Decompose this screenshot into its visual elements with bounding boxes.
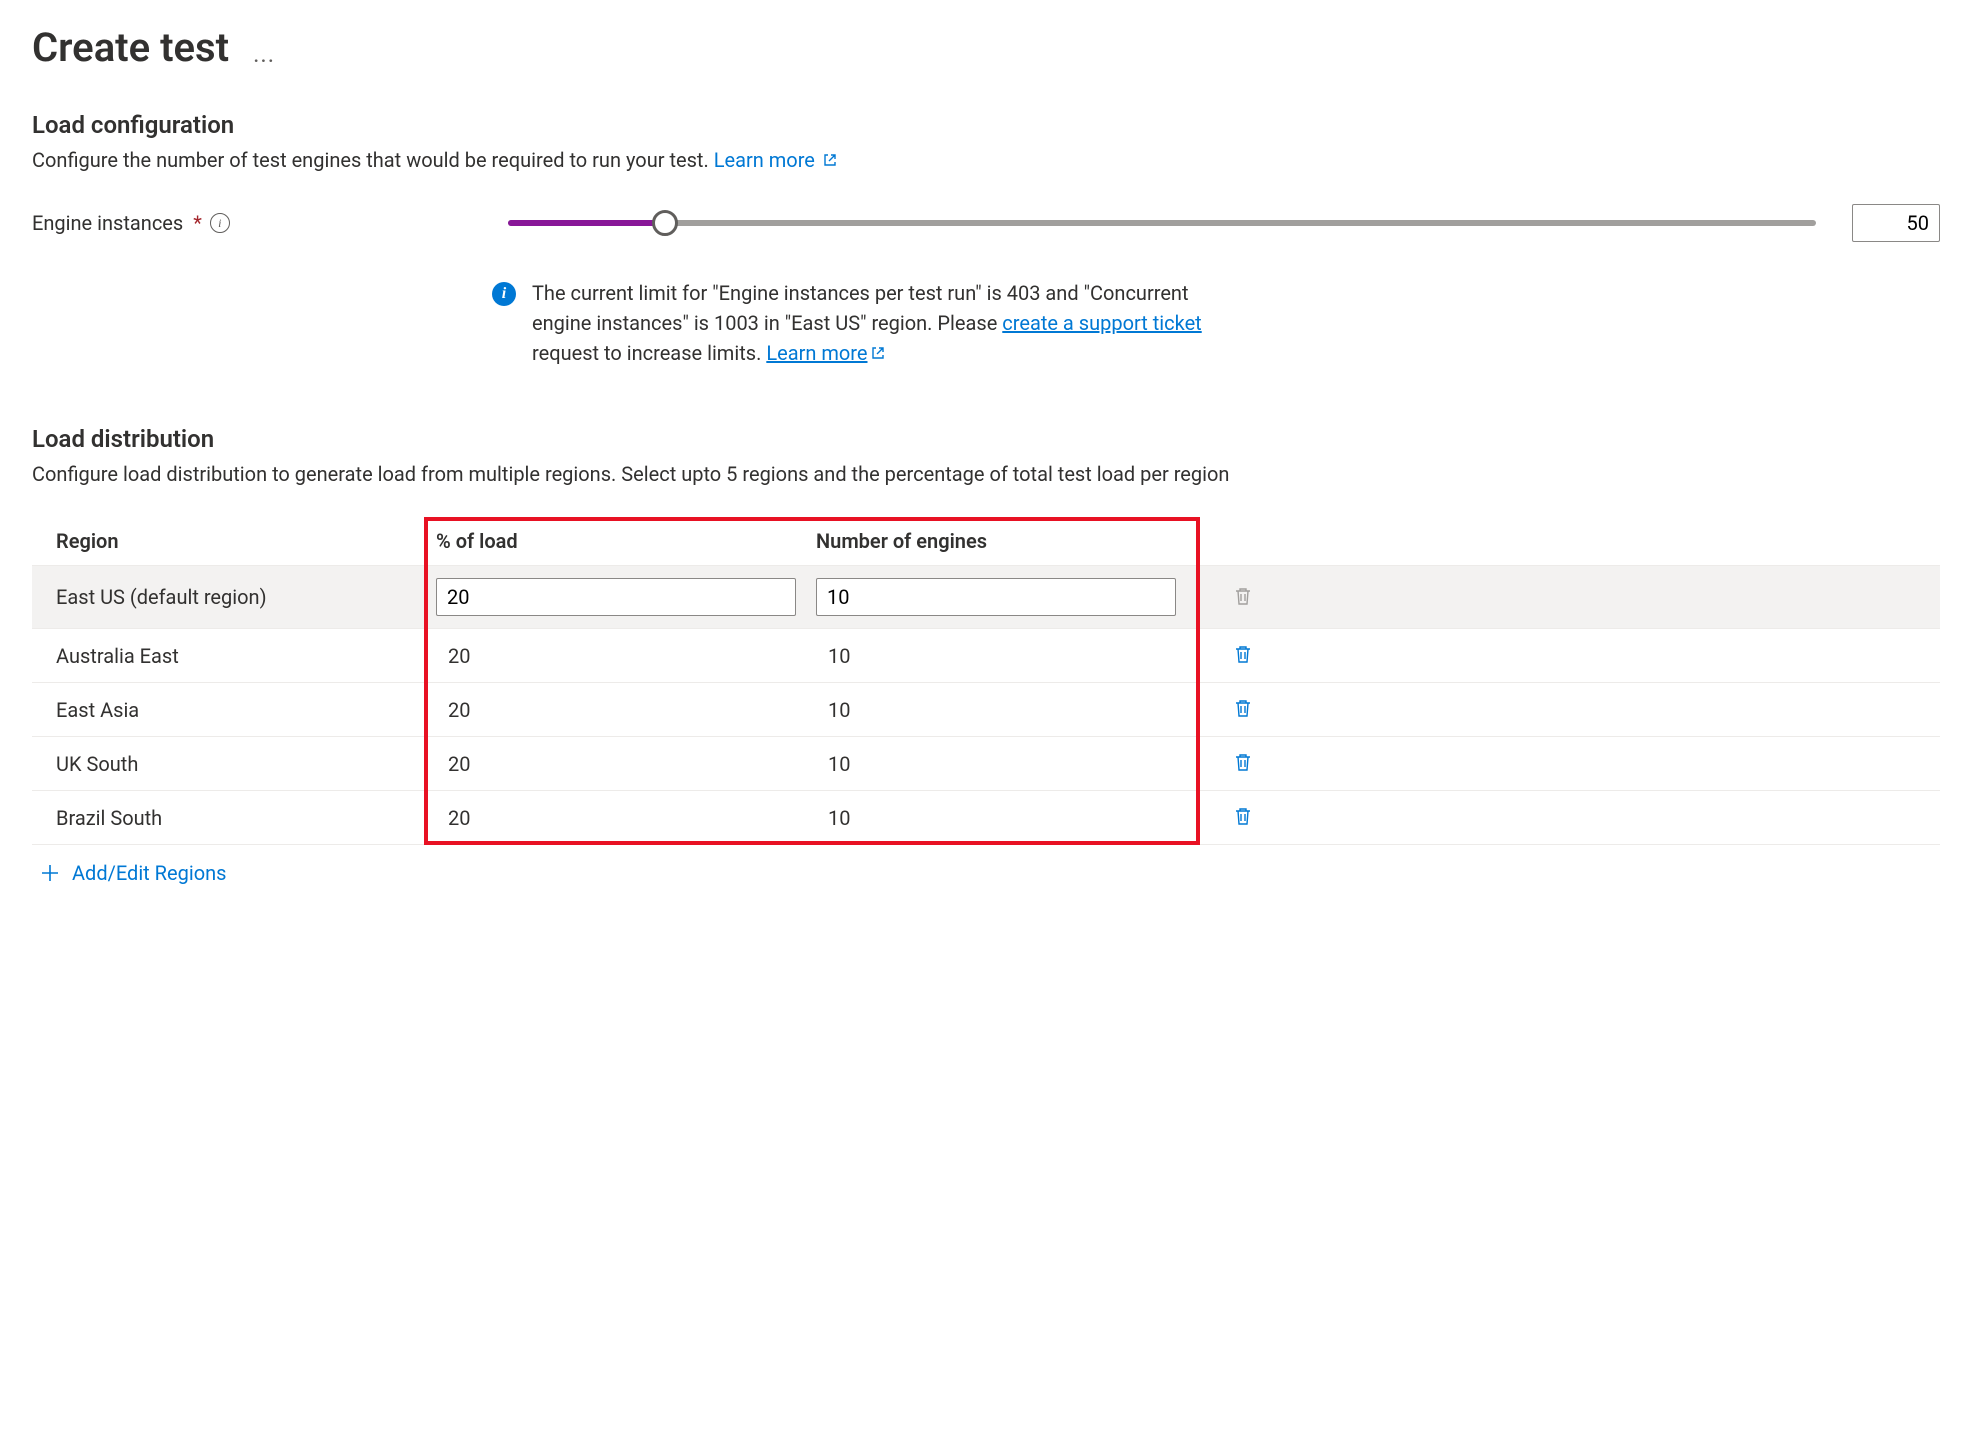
engine-limit-info-text: The current limit for "Engine instances … <box>532 278 1252 369</box>
delete-region-button <box>1230 583 1256 609</box>
load-distribution-title: Load distribution <box>32 425 1940 453</box>
learn-more-label: Learn more <box>714 148 815 172</box>
pct-of-load-input[interactable] <box>436 578 796 616</box>
trash-icon <box>1232 751 1254 773</box>
limits-learn-more-link[interactable]: Learn more <box>766 341 885 365</box>
add-edit-regions-label: Add/Edit Regions <box>72 861 226 885</box>
number-of-engines-cell: 10 <box>816 752 1196 776</box>
col-pct: % of load <box>436 529 816 553</box>
table-row: East Asia2010 <box>32 683 1940 737</box>
region-cell: Brazil South <box>56 806 436 830</box>
table-row: East US (default region) <box>32 566 1940 629</box>
region-table: Region % of load Number of engines East … <box>32 517 1940 845</box>
more-actions-button[interactable]: ... <box>253 40 275 68</box>
region-cell: Australia East <box>56 644 436 668</box>
number-of-engines-cell: 10 <box>816 698 1196 722</box>
pct-of-load-cell: 20 <box>436 698 816 722</box>
delete-region-button[interactable] <box>1230 695 1256 721</box>
trash-icon <box>1232 805 1254 827</box>
engine-limit-info: i The current limit for "Engine instance… <box>492 278 1252 369</box>
external-link-icon <box>822 146 838 176</box>
pct-of-load-cell: 20 <box>436 752 816 776</box>
info-badge-icon: i <box>492 282 516 306</box>
trash-icon <box>1232 643 1254 665</box>
pct-of-load-cell: 20 <box>436 644 816 668</box>
engine-instances-row: Engine instances * i <box>32 204 1940 242</box>
external-link-icon <box>870 339 886 369</box>
learn-more-link[interactable]: Learn more <box>714 148 838 172</box>
trash-icon <box>1232 585 1254 607</box>
slider-thumb[interactable] <box>652 210 678 236</box>
table-row: Australia East2010 <box>32 629 1940 683</box>
trash-icon <box>1232 697 1254 719</box>
region-cell: East US (default region) <box>56 585 436 609</box>
region-cell: UK South <box>56 752 436 776</box>
number-of-engines-cell: 10 <box>816 806 1196 830</box>
slider-track <box>508 220 1816 226</box>
delete-region-button[interactable] <box>1230 803 1256 829</box>
region-cell: East Asia <box>56 698 436 722</box>
required-star: * <box>193 211 202 235</box>
col-engines: Number of engines <box>816 529 1196 553</box>
col-region: Region <box>56 529 436 553</box>
delete-region-button[interactable] <box>1230 641 1256 667</box>
plus-icon <box>40 863 60 883</box>
load-distribution-desc: Configure load distribution to generate … <box>32 459 1940 489</box>
load-configuration-desc: Configure the number of test engines tha… <box>32 145 1940 176</box>
engine-instances-label: Engine instances <box>32 211 183 235</box>
info-icon[interactable]: i <box>210 213 230 233</box>
load-distribution-section: Load distribution Configure load distrib… <box>32 425 1940 901</box>
pct-of-load-cell: 20 <box>436 806 816 830</box>
number-of-engines-cell: 10 <box>816 644 1196 668</box>
add-edit-regions-button[interactable]: Add/Edit Regions <box>32 845 1940 901</box>
table-header: Region % of load Number of engines <box>32 517 1940 566</box>
engine-instances-input[interactable] <box>1852 204 1940 242</box>
limits-learn-more-label: Learn more <box>766 341 867 365</box>
load-configuration-section: Load configuration Configure the number … <box>32 111 1940 369</box>
engine-limit-text-2: request to increase limits. <box>532 341 766 365</box>
create-support-ticket-link[interactable]: create a support ticket <box>1002 311 1201 335</box>
table-row: Brazil South2010 <box>32 791 1940 845</box>
page-title: Create test <box>32 24 229 71</box>
table-row: UK South2010 <box>32 737 1940 791</box>
delete-region-button[interactable] <box>1230 749 1256 775</box>
load-configuration-desc-text: Configure the number of test engines tha… <box>32 148 714 172</box>
slider-fill <box>508 220 665 226</box>
load-configuration-title: Load configuration <box>32 111 1940 139</box>
number-of-engines-input[interactable] <box>816 578 1176 616</box>
engine-instances-slider[interactable] <box>508 209 1816 237</box>
